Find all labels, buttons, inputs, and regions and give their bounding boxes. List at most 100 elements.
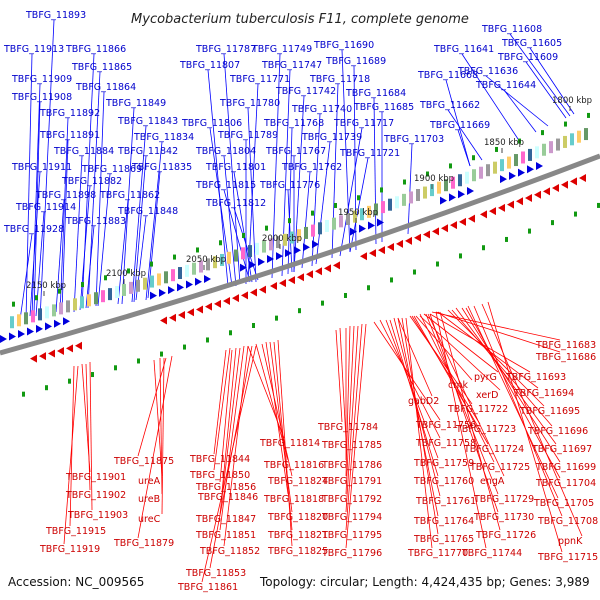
forward-gene-label[interactable]: TBFG_11669 bbox=[429, 120, 490, 131]
forward-gene-label[interactable]: TBFG_11843 bbox=[117, 116, 178, 127]
reverse-gene-label[interactable]: TBFG_11696 bbox=[527, 426, 588, 437]
forward-gene-label[interactable]: TBFG_11739 bbox=[301, 132, 362, 143]
forward-gene-label[interactable]: TBFG_11776 bbox=[259, 180, 320, 191]
forward-gene-label[interactable]: TBFG_11893 bbox=[25, 10, 86, 21]
forward-gene-label[interactable]: TBFG_11806 bbox=[181, 118, 242, 129]
forward-gene-label[interactable]: TBFG_11848 bbox=[117, 206, 178, 217]
reverse-gene-label[interactable]: TBFG_11820 bbox=[267, 512, 328, 523]
reverse-gene-label[interactable]: TBFG_11686 bbox=[535, 352, 596, 363]
reverse-gene-label[interactable]: TBFG_11724 bbox=[463, 444, 524, 455]
reverse-gene-label[interactable]: TBFG_11852 bbox=[199, 546, 260, 557]
forward-gene-label[interactable]: TBFG_11609 bbox=[497, 52, 558, 63]
forward-gene-label[interactable]: TBFG_11804 bbox=[195, 146, 256, 157]
reverse-gene-label[interactable]: TBFG_11786 bbox=[321, 460, 382, 471]
reverse-gene-label[interactable]: TBFG_11879 bbox=[113, 538, 174, 549]
reverse-gene-label[interactable]: TBFG_11697 bbox=[531, 444, 592, 455]
forward-gene-label[interactable]: TBFG_11862 bbox=[99, 190, 160, 201]
reverse-gene-label[interactable]: TBFG_11821 bbox=[267, 530, 328, 541]
forward-gene-label[interactable]: TBFG_11815 bbox=[195, 180, 256, 191]
forward-gene-label[interactable]: TBFG_11605 bbox=[501, 38, 562, 49]
reverse-gene-label[interactable]: TBFG_11825 bbox=[267, 546, 328, 557]
forward-gene-label[interactable]: TBFG_11685 bbox=[353, 102, 414, 113]
reverse-gene-label[interactable]: TBFG_11693 bbox=[505, 372, 566, 383]
reverse-gene-label[interactable]: TBFG_11846 bbox=[197, 492, 258, 503]
reverse-gene-label[interactable]: TBFG_11847 bbox=[195, 514, 256, 525]
forward-gene-label[interactable]: TBFG_11740 bbox=[291, 104, 352, 115]
reverse-gene-label[interactable]: TBFG_11844 bbox=[189, 454, 250, 465]
reverse-gene-label[interactable]: TBFG_11785 bbox=[321, 440, 382, 451]
reverse-gene-label[interactable]: TBFG_11795 bbox=[321, 530, 382, 541]
forward-gene-label[interactable]: TBFG_11789 bbox=[217, 130, 278, 141]
forward-gene-label[interactable]: TBFG_11668 bbox=[417, 70, 478, 81]
reverse-gene-label[interactable]: TBFG_11725 bbox=[469, 462, 530, 473]
forward-gene-label[interactable]: TBFG_11807 bbox=[179, 60, 240, 71]
forward-gene-label[interactable]: TBFG_11911 bbox=[11, 162, 72, 173]
reverse-gene-label[interactable]: xerD bbox=[476, 390, 498, 401]
forward-gene-label[interactable]: TBFG_11842 bbox=[117, 146, 178, 157]
forward-gene-label[interactable]: TBFG_11913 bbox=[3, 44, 64, 55]
reverse-gene-label[interactable]: TBFG_11723 bbox=[455, 424, 516, 435]
reverse-gene-label[interactable]: TBFG_11794 bbox=[321, 512, 382, 523]
forward-gene-label[interactable]: TBFG_11662 bbox=[419, 100, 480, 111]
reverse-gene-label[interactable]: TBFG_11818 bbox=[263, 494, 324, 505]
reverse-gene-label[interactable]: TBFG_11851 bbox=[195, 530, 256, 541]
forward-gene-label[interactable]: TBFG_11835 bbox=[131, 162, 192, 173]
reverse-gene-label[interactable]: TBFG_11853 bbox=[185, 568, 246, 579]
reverse-gene-label[interactable]: TBFG_11796 bbox=[321, 548, 382, 559]
forward-gene-label[interactable]: TBFG_11882 bbox=[61, 176, 122, 187]
forward-gene-label[interactable]: TBFG_11717 bbox=[333, 118, 394, 129]
forward-gene-label[interactable]: TBFG_11891 bbox=[39, 130, 100, 141]
forward-gene-label[interactable]: TBFG_11762 bbox=[281, 162, 342, 173]
reverse-gene-label[interactable]: TBFG_11758 bbox=[415, 438, 476, 449]
reverse-gene-label[interactable]: TBFG_11730 bbox=[473, 512, 534, 523]
reverse-gene-label[interactable]: TBFG_11791 bbox=[321, 476, 382, 487]
reverse-gene-label[interactable]: TBFG_11901 bbox=[65, 472, 126, 483]
forward-gene-label[interactable]: TBFG_11749 bbox=[251, 44, 312, 55]
forward-gene-label[interactable]: TBFG_11869 bbox=[81, 164, 142, 175]
forward-gene-label[interactable]: TBFG_11812 bbox=[205, 198, 266, 209]
forward-gene-label[interactable]: TBFG_11883 bbox=[65, 216, 126, 227]
reverse-gene-label[interactable]: TBFG_11915 bbox=[45, 526, 106, 537]
reverse-gene-label[interactable]: TBFG_11759 bbox=[413, 458, 474, 469]
reverse-gene-label[interactable]: TBFG_11856 bbox=[195, 482, 256, 493]
reverse-gene-label[interactable]: TBFG_11708 bbox=[537, 516, 598, 527]
reverse-gene-label[interactable]: ureC bbox=[138, 514, 161, 525]
forward-gene-label[interactable]: TBFG_11884 bbox=[53, 146, 114, 157]
reverse-gene-label[interactable]: TBFG_11850 bbox=[189, 470, 250, 481]
forward-gene-label[interactable]: TBFG_11787 bbox=[195, 44, 256, 55]
reverse-gene-label[interactable]: TBFG_11792 bbox=[321, 494, 382, 505]
forward-gene-label[interactable]: TBFG_11909 bbox=[11, 74, 72, 85]
forward-gene-label[interactable]: TBFG_11690 bbox=[313, 40, 374, 51]
forward-gene-label[interactable]: TBFG_11898 bbox=[35, 190, 96, 201]
reverse-gene-label[interactable]: TBFG_11919 bbox=[39, 544, 100, 555]
reverse-gene-label[interactable]: TBFG_11726 bbox=[475, 530, 536, 541]
reverse-gene-label[interactable]: TBFG_11861 bbox=[177, 582, 238, 593]
reverse-gene-label[interactable]: TBFG_11729 bbox=[473, 494, 534, 505]
forward-gene-label[interactable]: TBFG_11747 bbox=[261, 60, 322, 71]
reverse-gene-label[interactable]: TBFG_11764 bbox=[413, 516, 474, 527]
reverse-gene-label[interactable]: TBFG_11715 bbox=[537, 552, 598, 563]
reverse-gene-label[interactable]: TBFG_11824 bbox=[267, 476, 328, 487]
forward-gene-label[interactable]: TBFG_11684 bbox=[345, 88, 406, 99]
reverse-gene-label[interactable]: TBFG_11816 bbox=[263, 460, 324, 471]
forward-gene-label[interactable]: TBFG_11721 bbox=[339, 148, 400, 159]
reverse-gene-label[interactable]: TBFG_11814 bbox=[259, 438, 320, 449]
forward-gene-label[interactable]: TBFG_11849 bbox=[105, 98, 166, 109]
forward-gene-label[interactable]: TBFG_11892 bbox=[39, 108, 100, 119]
reverse-gene-label[interactable]: TBFG_11705 bbox=[533, 498, 594, 509]
reverse-gene-label[interactable]: TBFG_11683 bbox=[535, 340, 596, 351]
reverse-gene-label[interactable]: TBFG_11903 bbox=[67, 510, 128, 521]
reverse-gene-label[interactable]: pyrG bbox=[474, 372, 497, 383]
forward-gene-label[interactable]: TBFG_11908 bbox=[11, 92, 72, 103]
forward-gene-label[interactable]: TBFG_11928 bbox=[3, 224, 64, 235]
forward-gene-label[interactable]: TBFG_11866 bbox=[65, 44, 126, 55]
reverse-gene-label[interactable]: TBFG_11744 bbox=[461, 548, 522, 559]
reverse-gene-label[interactable]: TBFG_11761 bbox=[415, 496, 476, 507]
forward-gene-label[interactable]: TBFG_11644 bbox=[475, 80, 536, 91]
reverse-gene-label[interactable]: TBFG_11875 bbox=[113, 456, 174, 467]
reverse-gene-label[interactable]: TBFG_11695 bbox=[519, 406, 580, 417]
reverse-gene-label[interactable]: TBFG_11770 bbox=[407, 548, 468, 559]
forward-gene-label[interactable]: TBFG_11801 bbox=[205, 162, 266, 173]
reverse-gene-label[interactable]: ureB bbox=[138, 494, 160, 505]
reverse-gene-label[interactable]: ureA bbox=[138, 476, 161, 487]
